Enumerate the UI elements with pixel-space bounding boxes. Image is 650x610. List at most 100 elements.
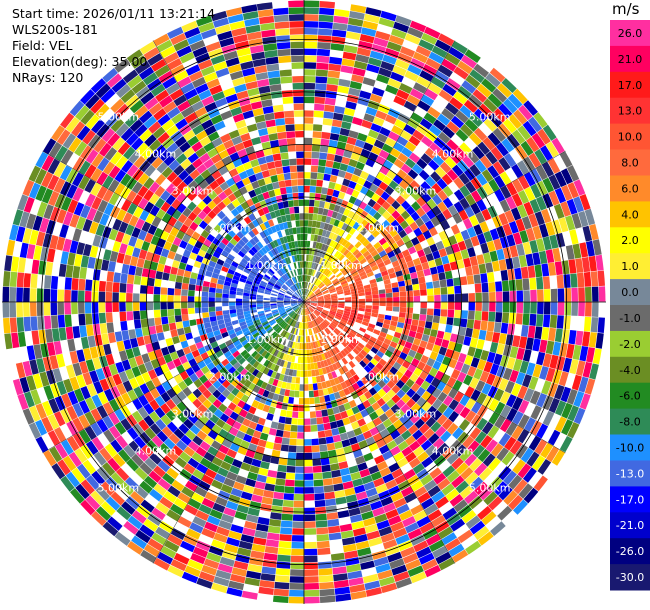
velocity-gate bbox=[322, 291, 330, 295]
velocity-gate bbox=[262, 322, 270, 328]
velocity-gate bbox=[554, 328, 563, 343]
velocity-gate bbox=[470, 357, 480, 368]
velocity-gate bbox=[108, 192, 120, 206]
velocity-gate bbox=[380, 97, 393, 108]
velocity-gate bbox=[65, 264, 74, 278]
velocity-gate bbox=[337, 169, 346, 178]
velocity-gate bbox=[404, 492, 417, 504]
velocity-gate bbox=[426, 357, 436, 367]
velocity-gate bbox=[328, 139, 338, 148]
velocity-gate bbox=[30, 389, 42, 406]
velocity-gate bbox=[397, 440, 409, 452]
velocity-gate bbox=[52, 368, 63, 383]
velocity-gate bbox=[444, 52, 461, 66]
velocity-gate bbox=[314, 263, 319, 270]
velocity-gate bbox=[237, 264, 245, 271]
velocity-gate bbox=[338, 302, 345, 305]
velocity-gate bbox=[352, 249, 360, 256]
velocity-gate bbox=[125, 94, 140, 109]
velocity-gate bbox=[375, 276, 383, 283]
velocity-gate bbox=[323, 422, 331, 431]
velocity-gate bbox=[112, 241, 122, 253]
velocity-gate bbox=[246, 397, 255, 406]
velocity-gate bbox=[42, 138, 57, 155]
velocity-gate bbox=[360, 385, 369, 394]
velocity-gate bbox=[273, 247, 279, 255]
velocity-gate bbox=[317, 166, 326, 174]
velocity-gate bbox=[128, 357, 138, 369]
velocity-gate bbox=[352, 274, 360, 280]
velocity-gate bbox=[231, 458, 243, 469]
velocity-gate bbox=[322, 471, 332, 479]
velocity-gate bbox=[373, 354, 382, 362]
velocity-gate bbox=[229, 238, 238, 246]
velocity-gate bbox=[356, 371, 365, 380]
velocity-gate bbox=[330, 340, 336, 348]
velocity-gate bbox=[60, 149, 74, 165]
velocity-gate bbox=[329, 357, 335, 365]
velocity-gate bbox=[204, 491, 218, 503]
velocity-gate bbox=[324, 167, 333, 175]
velocity-gate bbox=[231, 199, 241, 208]
velocity-gate bbox=[344, 306, 352, 310]
velocity-gate bbox=[167, 309, 175, 317]
velocity-gate bbox=[290, 302, 298, 304]
velocity-gate bbox=[13, 241, 22, 257]
velocity-gate bbox=[212, 205, 222, 215]
velocity-gate bbox=[344, 216, 352, 225]
velocity-gate bbox=[264, 291, 271, 295]
velocity-gate bbox=[267, 525, 281, 534]
velocity-gate bbox=[482, 292, 489, 302]
velocity-gate bbox=[329, 323, 336, 330]
velocity-gate bbox=[328, 263, 334, 270]
velocity-gate bbox=[90, 490, 105, 506]
velocity-gate bbox=[492, 260, 500, 272]
velocity-gate bbox=[287, 452, 297, 460]
velocity-gate bbox=[239, 424, 249, 434]
velocity-gate bbox=[531, 455, 546, 471]
velocity-gate bbox=[100, 481, 115, 496]
velocity-gate bbox=[115, 486, 130, 501]
velocity-gate bbox=[357, 132, 368, 142]
velocity-gate bbox=[313, 479, 324, 487]
velocity-gate bbox=[344, 107, 356, 117]
velocity-gate bbox=[363, 231, 372, 239]
velocity-gate bbox=[160, 294, 167, 302]
velocity-gate bbox=[153, 302, 161, 310]
velocity-gate bbox=[536, 196, 547, 211]
velocity-gate bbox=[156, 161, 168, 174]
velocity-gate bbox=[306, 343, 309, 350]
velocity-gate bbox=[355, 103, 368, 113]
velocity-gate bbox=[545, 367, 556, 382]
velocity-gate bbox=[589, 224, 599, 241]
velocity-gate bbox=[316, 306, 324, 310]
velocity-gate bbox=[280, 276, 286, 283]
velocity-gate bbox=[341, 474, 352, 483]
velocity-gate bbox=[232, 421, 242, 430]
velocity-gate bbox=[365, 329, 373, 336]
velocity-gate bbox=[322, 309, 330, 313]
velocity-gate bbox=[178, 170, 189, 181]
velocity-gate bbox=[319, 315, 325, 320]
velocity-gate bbox=[341, 330, 348, 337]
velocity-gate bbox=[567, 422, 580, 439]
velocity-gate bbox=[232, 517, 246, 527]
velocity-gate bbox=[180, 158, 192, 170]
velocity-gate bbox=[230, 286, 237, 292]
velocity-gate bbox=[357, 547, 372, 557]
velocity-gate bbox=[147, 224, 158, 235]
velocity-gate bbox=[390, 445, 401, 456]
velocity-gate bbox=[260, 381, 268, 390]
velocity-gate bbox=[360, 247, 368, 255]
velocity-gate bbox=[304, 296, 308, 302]
velocity-gate bbox=[232, 350, 240, 358]
velocity-gate bbox=[301, 322, 303, 329]
velocity-gate bbox=[234, 452, 245, 462]
velocity-gate bbox=[301, 343, 304, 350]
velocity-gate bbox=[274, 334, 280, 341]
velocity-gate bbox=[195, 225, 204, 235]
velocity-gate bbox=[313, 270, 318, 277]
velocity-gate bbox=[292, 285, 297, 291]
velocity-gate bbox=[391, 260, 400, 268]
velocity-gate bbox=[306, 329, 310, 336]
